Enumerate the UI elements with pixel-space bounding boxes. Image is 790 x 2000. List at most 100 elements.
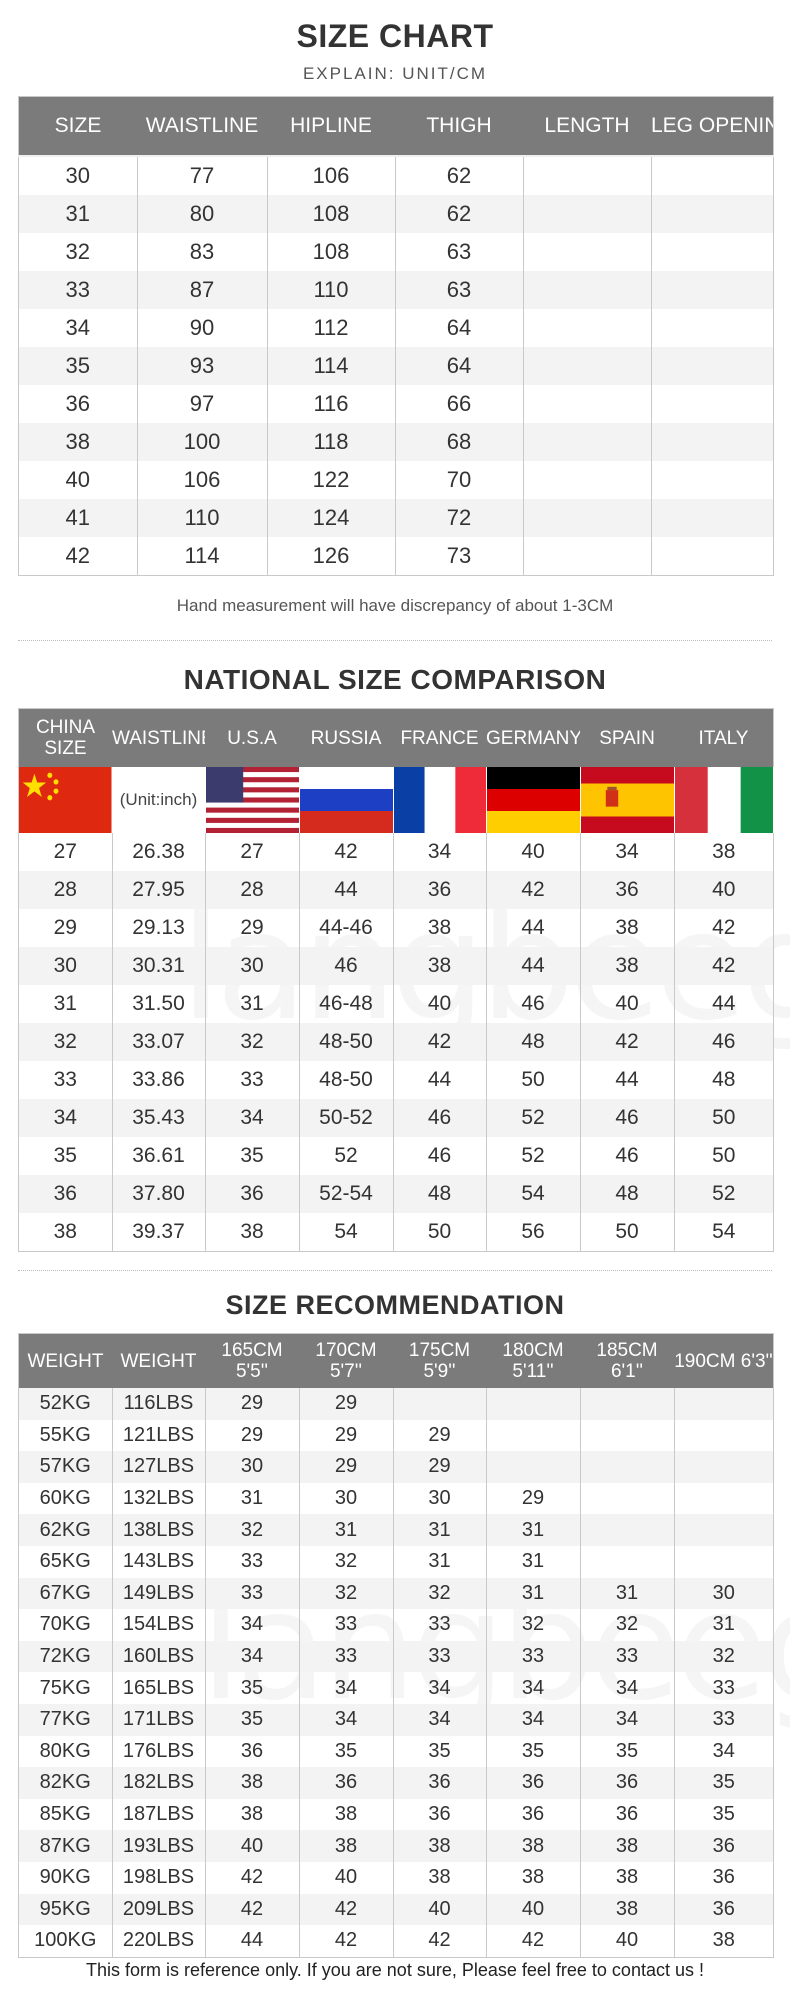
table-cell: 36: [712, 1866, 735, 1889]
table-cell: 35.43: [112, 1099, 206, 1137]
table-cell: [651, 233, 774, 271]
size-chart-row: 33 87 110 63: [18, 271, 774, 309]
table-cell: 52KG: [18, 1388, 113, 1420]
table-cell: 33.07: [112, 1023, 206, 1061]
table-cell: [523, 309, 652, 347]
header-france: FRANCE: [393, 708, 486, 767]
russia-flag-icon: [299, 767, 392, 833]
table-cell: 87: [137, 271, 268, 309]
table-cell: 83: [137, 233, 268, 271]
table-cell: 44: [299, 871, 394, 909]
table-cell: 30: [299, 1482, 394, 1515]
table-cell: 38: [712, 1929, 735, 1952]
table-cell: 30: [205, 947, 300, 985]
table-cell: 48: [486, 1023, 581, 1061]
table-cell: 38: [486, 1861, 581, 1894]
table-cell: [523, 537, 652, 576]
table-cell: 35: [205, 1672, 300, 1704]
table-cell: 38: [393, 909, 487, 947]
table-cell: 31: [486, 1545, 581, 1578]
size-chart-header-row: SIZE WAISTLINE HIPLINE THIGH LENGTH LEG …: [18, 96, 774, 157]
divider: [18, 1270, 772, 1271]
table-cell: 90: [137, 309, 268, 347]
table-cell: 44: [712, 992, 736, 1015]
russia-flag: [299, 767, 394, 833]
table-cell: 31: [486, 1577, 581, 1610]
table-cell: 80: [137, 195, 268, 233]
table-cell: 31: [712, 1613, 735, 1636]
table-cell: 138LBS: [112, 1514, 206, 1546]
table-cell: [674, 1546, 774, 1578]
table-cell: 38: [393, 947, 487, 985]
table-cell: 38: [580, 947, 675, 985]
table-cell: 42: [299, 1925, 394, 1958]
table-cell: 44: [580, 1061, 675, 1099]
table-cell: 35: [18, 1137, 113, 1175]
table-cell: 38: [486, 1830, 581, 1862]
table-cell: 34: [486, 1703, 581, 1736]
table-cell: 36: [299, 1767, 394, 1799]
table-cell: 32: [299, 1577, 394, 1610]
header-185cm: 185CM 6'1'': [580, 1333, 674, 1388]
table-cell: 149LBS: [112, 1577, 206, 1610]
table-cell: 100: [137, 423, 268, 461]
recommendation-row: 55KG 121LBS 29 29 29: [18, 1419, 774, 1452]
table-cell: 40: [18, 461, 138, 499]
table-cell: 36: [393, 871, 487, 909]
table-cell: 38: [393, 1830, 487, 1862]
table-cell: 54: [299, 1213, 394, 1252]
table-cell: 42: [205, 1893, 300, 1926]
table-cell: 220LBS: [112, 1925, 206, 1958]
table-cell: 72: [395, 499, 524, 537]
table-cell: 42: [486, 1925, 581, 1958]
table-cell: 106: [267, 156, 396, 195]
table-cell: 38: [712, 840, 736, 863]
table-cell: 38: [205, 1798, 300, 1831]
table-cell: 36: [580, 871, 675, 909]
table-cell: 114: [137, 537, 268, 576]
table-cell: 52: [299, 1137, 394, 1175]
size-chart-row: 38 100 118 68: [18, 423, 774, 461]
table-cell: 38: [580, 1861, 675, 1894]
header-size: SIZE: [18, 96, 137, 157]
table-cell: 34: [486, 1672, 581, 1704]
table-cell: 124: [267, 499, 396, 537]
table-cell: 27: [18, 833, 113, 871]
header-germany: GERMANY: [486, 708, 580, 767]
header-length: LENGTH: [523, 96, 651, 157]
recommendation-row: 80KG 176LBS 36 35 35 35 35 34: [18, 1735, 774, 1768]
table-cell: 33: [299, 1609, 394, 1641]
table-cell: 40: [580, 1925, 675, 1958]
table-cell: 40: [486, 1893, 581, 1926]
table-cell: 33: [393, 1640, 487, 1673]
table-cell: [523, 156, 652, 195]
table-cell: 35: [580, 1735, 675, 1768]
table-cell: [523, 461, 652, 499]
table-cell: 48: [712, 1068, 736, 1091]
table-cell: 63: [395, 271, 524, 309]
table-cell: 30: [393, 1482, 487, 1515]
table-cell: [674, 1514, 774, 1546]
table-cell: 34: [205, 1099, 300, 1137]
table-cell: 42: [299, 833, 394, 871]
table-cell: 54: [712, 1220, 736, 1243]
header-waistline: WAISTLINE: [112, 708, 205, 767]
table-cell: 44: [393, 1061, 487, 1099]
table-cell: 171LBS: [112, 1703, 206, 1736]
france-flag: [393, 767, 487, 833]
header-weight-lbs: WEIGHT: [112, 1333, 205, 1388]
table-cell: 32: [18, 1023, 113, 1061]
table-cell: 126: [267, 537, 396, 576]
table-cell: 75KG: [18, 1672, 113, 1704]
table-cell: 116: [267, 385, 396, 423]
table-cell: [580, 1514, 675, 1546]
table-cell: [486, 1419, 581, 1452]
size-chart-row: 36 97 116 66: [18, 385, 774, 423]
table-cell: 40: [486, 833, 581, 871]
germany-flag-icon: [486, 767, 579, 833]
table-cell: 46: [393, 1099, 487, 1137]
table-cell: 36: [205, 1175, 300, 1213]
table-cell: [486, 1388, 581, 1420]
table-cell: [580, 1545, 675, 1578]
recommendation-row: 75KG 165LBS 35 34 34 34 34 33: [18, 1672, 774, 1704]
